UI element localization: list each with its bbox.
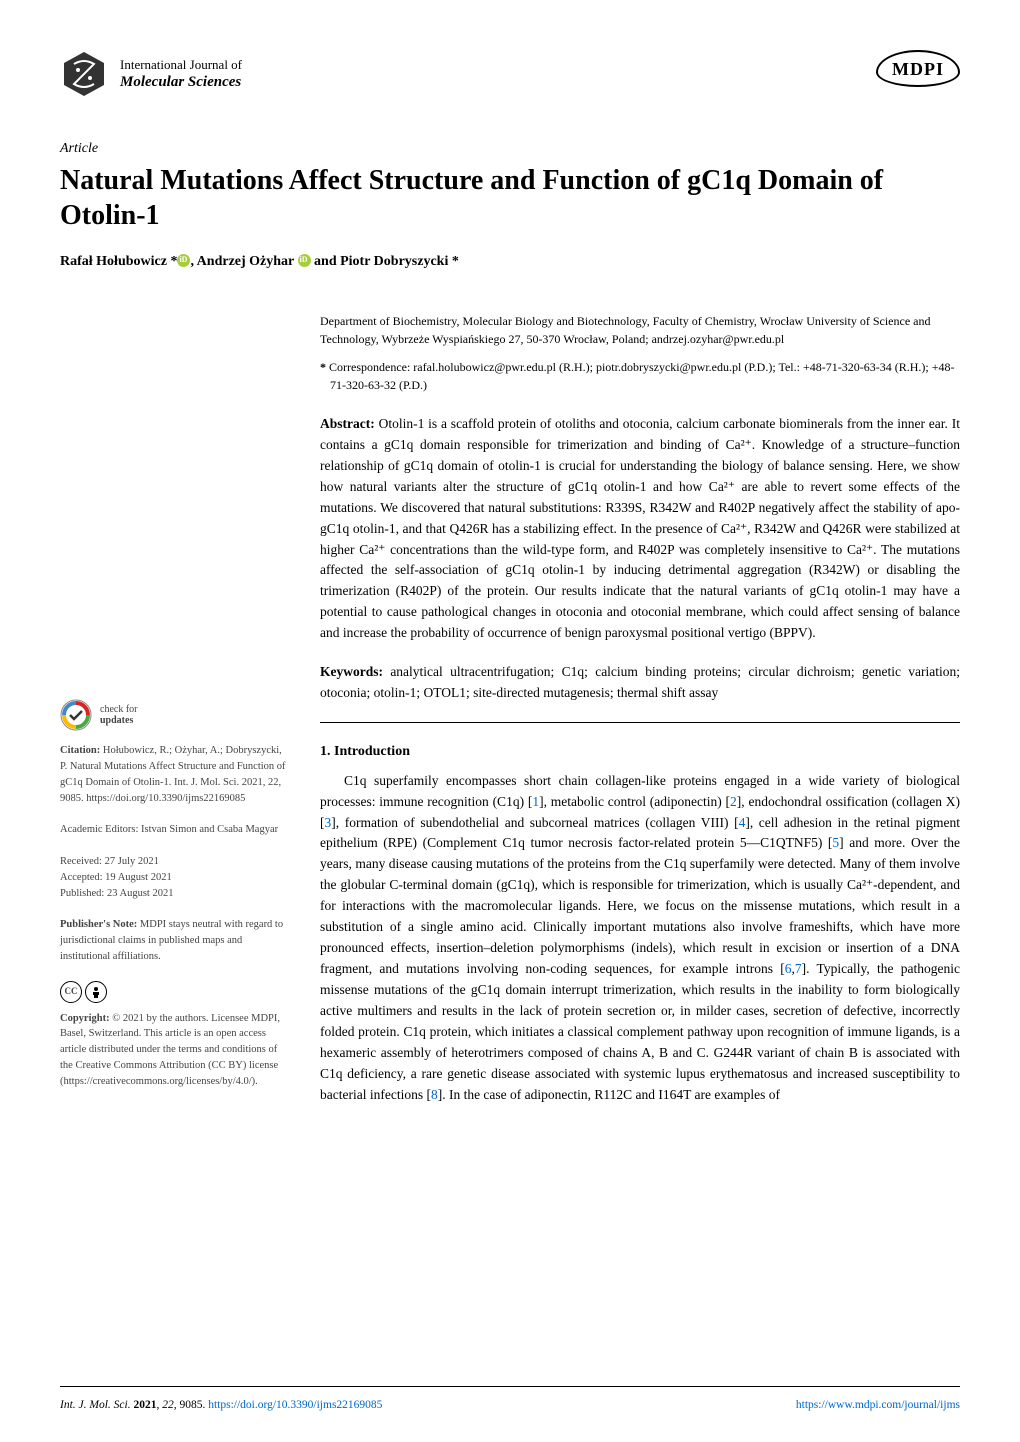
- abstract-label: Abstract:: [320, 416, 375, 431]
- check-updates-text: check for updates: [100, 704, 137, 726]
- check-updates-badge[interactable]: check for updates: [60, 699, 290, 731]
- footer-left: Int. J. Mol. Sci. 2021, 22, 9085. https:…: [60, 1397, 382, 1414]
- authors-line: Rafał Hołubowicz * , Andrzej Ożyhar and P…: [0, 233, 1020, 272]
- ref-6[interactable]: 6: [785, 961, 792, 976]
- section-1-heading: 1. Introduction: [320, 741, 960, 763]
- citation-label: Citation:: [60, 745, 100, 756]
- correspondence: * Correspondence: rafal.holubowicz@pwr.e…: [320, 358, 960, 394]
- abstract: Abstract: Otolin-1 is a scaffold protein…: [320, 414, 960, 644]
- received-date: Received: 27 July 2021: [60, 854, 290, 870]
- ref-7[interactable]: 7: [795, 961, 802, 976]
- journal-hex-icon: [60, 50, 108, 98]
- cc-by-badge: CC: [60, 981, 290, 1003]
- editors-block: Academic Editors: Istvan Simon and Csaba…: [60, 822, 290, 838]
- journal-logo-block: International Journal of Molecular Scien…: [60, 50, 242, 98]
- doi-link[interactable]: https://doi.org/10.3390/ijms22169085: [208, 1399, 382, 1411]
- author-2: , Andrzej Ożyhar: [190, 254, 297, 269]
- ref-2[interactable]: 2: [730, 794, 737, 809]
- pub-note-label: Publisher's Note:: [60, 919, 137, 930]
- publisher-note-block: Publisher's Note: MDPI stays neutral wit…: [60, 917, 290, 964]
- footer: Int. J. Mol. Sci. 2021, 22, 9085. https:…: [60, 1386, 960, 1414]
- intro-paragraph: C1q superfamily encompasses short chain …: [320, 771, 960, 1106]
- main-content: Department of Biochemistry, Molecular Bi…: [320, 312, 960, 1105]
- article-type: Article: [0, 98, 1020, 159]
- published-date: Published: 23 August 2021: [60, 886, 290, 902]
- copyright-label: Copyright:: [60, 1013, 110, 1024]
- check-updates-icon: [60, 699, 92, 731]
- copyright-block: Copyright: © 2021 by the authors. Licens…: [60, 1011, 290, 1090]
- citation-block: Citation: Hołubowicz, R.; Ożyhar, A.; Do…: [60, 743, 290, 806]
- keywords-label: Keywords:: [320, 664, 383, 679]
- orcid-icon: [298, 254, 311, 267]
- affiliation: Department of Biochemistry, Molecular Bi…: [320, 312, 960, 348]
- publisher-logo: MDPI: [876, 50, 960, 87]
- footer-right: https://www.mdpi.com/journal/ijms: [796, 1397, 960, 1414]
- journal-url[interactable]: https://www.mdpi.com/journal/ijms: [796, 1399, 960, 1411]
- author-1: Rafał Hołubowicz *: [60, 254, 177, 269]
- by-icon: [85, 981, 107, 1003]
- accepted-date: Accepted: 19 August 2021: [60, 870, 290, 886]
- keywords: Keywords: analytical ultracentrifugation…: [320, 662, 960, 723]
- mdpi-logo-text: MDPI: [876, 50, 960, 87]
- abstract-text: Otolin-1 is a scaffold protein of otolit…: [320, 416, 960, 640]
- orcid-icon: [177, 254, 190, 267]
- article-title: Natural Mutations Affect Structure and F…: [0, 159, 1020, 233]
- sidebar: check for updates Citation: Hołubowicz, …: [60, 312, 290, 1105]
- journal-title: International Journal of Molecular Scien…: [120, 57, 242, 91]
- journal-line1: International Journal of: [120, 57, 242, 73]
- cc-icon: CC: [60, 981, 82, 1003]
- journal-line2: Molecular Sciences: [120, 73, 242, 91]
- author-3: and Piotr Dobryszycki *: [311, 254, 459, 269]
- keywords-text: analytical ultracentrifugation; C1q; cal…: [320, 664, 960, 700]
- ref-8[interactable]: 8: [431, 1087, 438, 1102]
- dates-block: Received: 27 July 2021 Accepted: 19 Augu…: [60, 854, 290, 901]
